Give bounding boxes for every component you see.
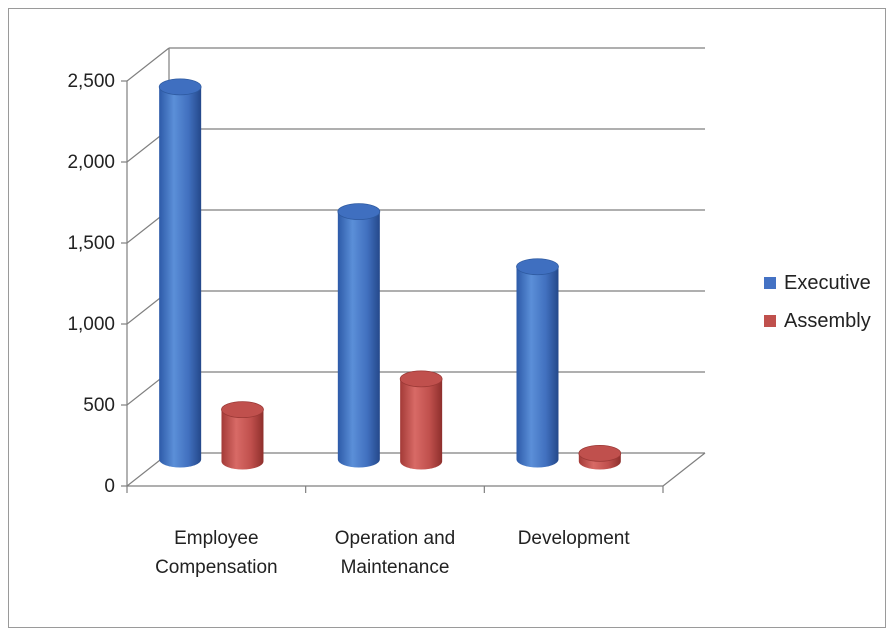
chart-frame <box>8 8 886 628</box>
bar-top <box>399 370 443 388</box>
bar-body <box>400 378 443 470</box>
bar-top <box>221 401 264 419</box>
legend: Executive Assembly <box>764 272 871 332</box>
bar-assembly-1 <box>399 370 443 470</box>
legend-label: Assembly <box>784 310 871 332</box>
bar-top <box>158 78 202 96</box>
x-category-label: Employee <box>174 528 259 549</box>
bar-body <box>159 86 202 468</box>
bar-assembly-0 <box>221 401 264 470</box>
bar-body <box>221 409 264 470</box>
bar-top <box>337 203 381 221</box>
bar-body <box>516 266 559 468</box>
legend-swatch-assembly <box>764 315 776 327</box>
bar-executive-1 <box>337 203 381 468</box>
x-category-label: Development <box>518 528 631 549</box>
gridline-diagonal <box>126 47 170 82</box>
bar-executive-2 <box>516 258 559 468</box>
bars <box>158 78 622 470</box>
bar-body <box>337 211 380 468</box>
bar-top <box>516 258 559 276</box>
x-category-label: Compensation <box>155 557 278 578</box>
legend-swatch-executive <box>764 277 776 289</box>
bar-top <box>578 444 622 462</box>
bar-assembly-2 <box>578 444 622 470</box>
x-axis: Employee Compensation Operation and Mainten… <box>126 486 664 578</box>
y-axis: 0 500 1,000 1,500 2,000 2,500 <box>67 71 128 497</box>
y-tick-label: 1,500 <box>67 233 115 254</box>
legend-label: Executive <box>784 272 871 294</box>
y-tick-label: 500 <box>83 395 115 416</box>
x-category-label: Maintenance <box>341 557 450 578</box>
y-tick-label: 1,000 <box>67 314 115 335</box>
y-tick-label: 2,000 <box>67 152 115 173</box>
floor-right-edge <box>662 452 706 487</box>
y-tick-label: 0 <box>104 476 115 497</box>
x-category-label: Operation and <box>335 528 455 549</box>
bar-executive-0 <box>158 78 202 468</box>
y-tick-label: 2,500 <box>67 71 115 92</box>
